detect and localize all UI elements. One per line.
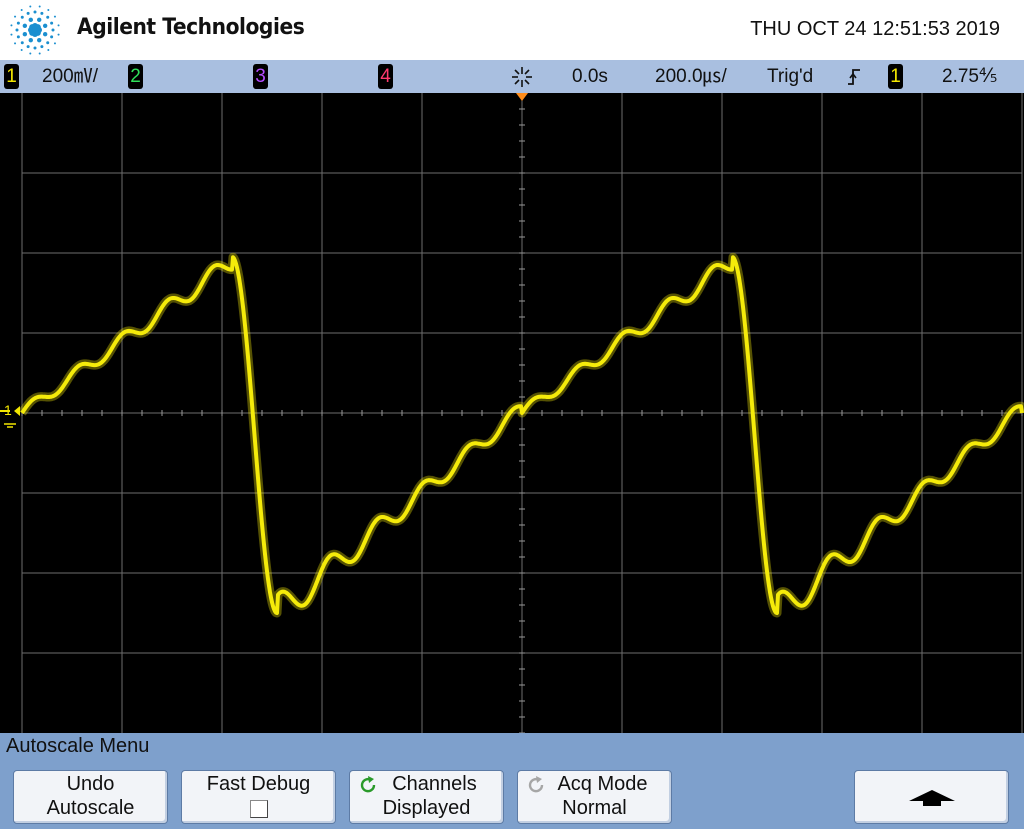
channel-3-indicator[interactable]: 3 [253,64,268,89]
up-arrow-icon [909,790,955,806]
channel-1-trace [20,255,1024,615]
channel-2-indicator[interactable]: 2 [128,64,143,89]
channel-1-indicator[interactable]: 1 [4,64,19,89]
menu-title: Autoscale Menu [6,735,150,757]
status-bar: 1 200㎷/ 2 3 4 0.0s 200.0㎲/ Trig'd 1 2.75… [0,60,1024,93]
undo-label: Undo [66,773,115,795]
undo-autoscale-button[interactable]: Undo Autoscale [13,770,168,824]
date-time: THU OCT 24 12:51:53 2019 [750,18,1000,40]
channels-label: Channels [392,773,477,795]
trigger-status: Trig'd [767,66,814,87]
trigger-level[interactable]: 2.75⅘ [942,66,998,87]
trigger-source[interactable]: 1 [888,64,903,89]
delay-icon [512,67,532,87]
softkey-bar: Autoscale Menu Undo Autoscale Fast Debug… [0,733,1024,829]
agilent-logo-icon [10,5,60,55]
fast-debug-button[interactable]: Fast Debug [181,770,336,824]
channels-displayed-button[interactable]: Channels Displayed [349,770,504,824]
channel-1-ground-marker: 1 [0,402,20,428]
cycle-icon [528,776,544,793]
waveform-graticule: 1 [0,93,1024,733]
svg-text:1: 1 [4,402,12,418]
acq-mode-button[interactable]: Acq Mode Normal [517,770,672,824]
rising-edge-icon [848,69,860,85]
channel-1-scale[interactable]: 200㎷/ [42,66,98,87]
cycle-icon [360,776,376,793]
waveform-display[interactable]: 1 [0,93,1024,733]
fast-debug-checkbox[interactable] [249,800,268,818]
autoscale-label: Autoscale [46,797,135,819]
back-button[interactable] [854,770,1009,824]
channel-4-indicator[interactable]: 4 [378,64,393,89]
trigger-position-marker [516,93,528,101]
displayed-label: Displayed [382,797,471,819]
title-bar: Agilent Technologies THU OCT 24 12:51:53… [0,0,1024,60]
timebase-scale[interactable]: 200.0㎲/ [655,66,727,87]
brand-name: Agilent Technologies [77,15,305,40]
horizontal-delay[interactable]: 0.0s [572,66,608,87]
acq-mode-value: Normal [562,797,627,819]
fast-debug-label: Fast Debug [206,773,311,795]
acq-mode-label: Acq Mode [557,773,648,795]
